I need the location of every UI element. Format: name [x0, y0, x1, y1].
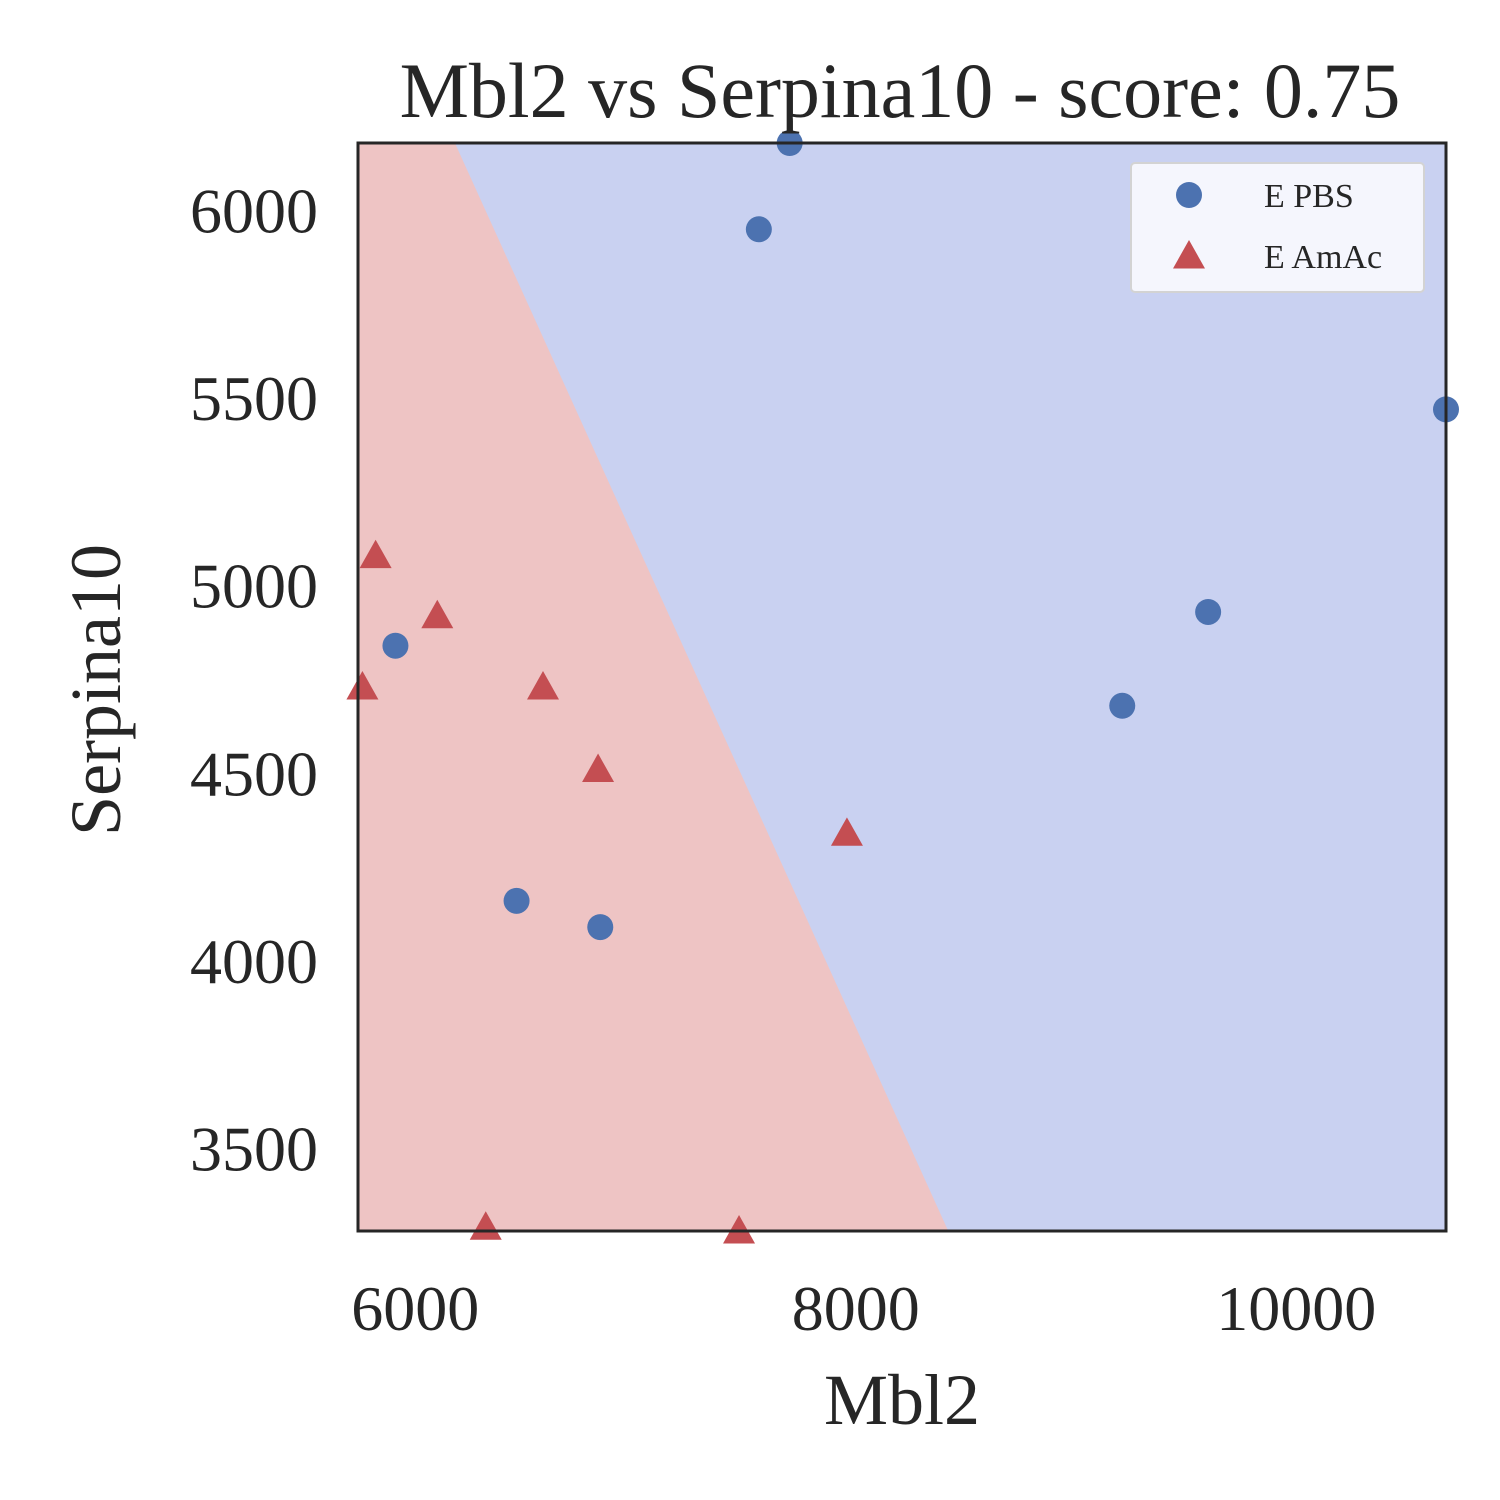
x-axis-ticks: 6000 8000 10000 — [351, 1273, 1376, 1344]
data-point — [1109, 692, 1136, 719]
legend-box — [1130, 162, 1425, 293]
y-axis-ticks: 3500 4000 4500 5000 5500 6000 — [190, 176, 318, 1185]
data-point — [587, 914, 614, 941]
x-axis-label: Mbl2 — [824, 1360, 980, 1440]
series-e-pbs — [382, 130, 1459, 941]
region-e-amac — [358, 143, 949, 1231]
y-tick-label: 5500 — [190, 363, 318, 434]
y-tick-label: 3500 — [190, 1113, 318, 1184]
data-point — [346, 671, 379, 700]
data-point — [421, 599, 454, 629]
x-tick-label: 6000 — [351, 1273, 479, 1344]
chart-title: Mbl2 vs Serpina10 - score: 0.75 — [400, 47, 1401, 134]
decision-regions — [358, 143, 1446, 1231]
y-tick-label: 5000 — [190, 551, 318, 622]
data-point — [723, 1215, 756, 1244]
legend-label-e-pbs: E PBS — [1264, 178, 1354, 215]
y-axis-label: Serpina10 — [56, 544, 136, 836]
x-tick-label: 8000 — [792, 1273, 920, 1344]
data-points — [346, 130, 1459, 1244]
series-e-amac — [346, 539, 863, 1244]
data-point — [527, 671, 560, 700]
data-point — [469, 1211, 502, 1240]
y-tick-label: 4000 — [190, 926, 318, 997]
data-point — [745, 216, 772, 243]
data-point — [503, 887, 530, 914]
legend-marker-e-pbs — [1176, 182, 1202, 208]
legend-label-e-amac: E AmAc — [1264, 239, 1382, 276]
data-point — [1195, 598, 1222, 625]
legend: E PBS E AmAc — [1130, 162, 1425, 293]
data-point — [830, 817, 863, 846]
y-tick-label: 4500 — [190, 738, 318, 809]
data-point — [359, 539, 392, 569]
data-point — [582, 753, 615, 783]
y-tick-label: 6000 — [190, 176, 318, 247]
legend-marker-e-amac — [1173, 240, 1205, 269]
plot-frame — [356, 141, 1448, 1233]
data-point — [382, 632, 409, 659]
x-tick-label: 10000 — [1216, 1273, 1376, 1344]
